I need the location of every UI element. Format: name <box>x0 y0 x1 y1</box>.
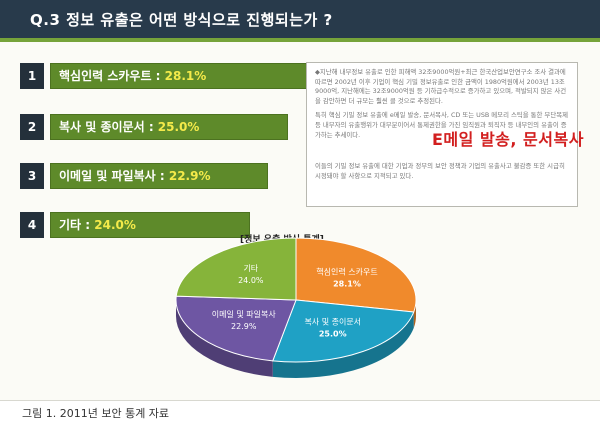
slice-email-file-side <box>176 300 273 377</box>
slice-other-label: 기타 <box>243 264 258 273</box>
item-number: 2 <box>20 114 44 140</box>
slide: Q.3 정보 유출은 어떤 방식으로 진행되는가 ? 1 핵심인력 스카우트 :… <box>0 0 600 401</box>
slice-copy-paper-value: 25.0% <box>319 329 347 338</box>
figure-caption: 그림 1. 2011년 보안 통계 자료 <box>22 407 170 420</box>
slice-other-value: 24.0% <box>238 276 264 285</box>
slice-copy-paper-label: 복사 및 종이문서 <box>304 316 361 326</box>
item-value: 25.0% <box>157 120 200 134</box>
item-label: 이메일 및 파일복사 : <box>59 169 169 183</box>
item-value: 24.0% <box>94 218 136 232</box>
slice-copy-paper <box>272 299 415 363</box>
title-bar: Q.3 정보 유출은 어떤 방식으로 진행되는가 ? <box>0 0 600 42</box>
slice-email-file-label: 이메일 및 파일복사 <box>212 309 277 319</box>
slice-email-file <box>175 295 297 362</box>
title-accent-line <box>0 38 600 42</box>
item-label: 기타 : <box>59 218 95 232</box>
slice-core-talent-value: 28.1% <box>333 279 361 288</box>
item-label: 복사 및 종이문서 : <box>59 120 158 134</box>
item-bar: 기타 : 24.0% <box>50 212 250 238</box>
item-bar: 이메일 및 파일복사 : 22.9% <box>50 163 268 189</box>
slice-core-talent-label: 핵심인력 스카우트 <box>316 266 377 276</box>
slice-copy-paper-side <box>272 312 414 378</box>
item-bar: 핵심인력 스카우트 : 28.1% <box>50 63 318 89</box>
slide-title: Q.3 정보 유출은 어떤 방식으로 진행되는가 ? <box>30 11 333 29</box>
item-number: 3 <box>20 163 44 189</box>
slice-core-talent <box>295 237 417 313</box>
slice-other <box>175 237 297 301</box>
item-label: 핵심인력 스카우트 : <box>59 69 165 83</box>
article-textbox: ◆지난해 내부정보 유출로 인한 피해액 32조9000억원+최근 한국산업보안… <box>306 62 578 207</box>
item-value: 28.1% <box>164 69 207 83</box>
item-value: 22.9% <box>168 169 211 183</box>
item-number: 4 <box>20 212 44 238</box>
article-paragraph: ◆지난해 내부정보 유출로 인한 피해액 32조9000억원+최근 한국산업보안… <box>315 68 567 105</box>
article-paragraph: 특히 핵심 기밀 정보 유출에 e메일 발송, 문서복사, CD 또는 USB … <box>315 111 568 139</box>
item-bar: 복사 및 종이문서 : 25.0% <box>50 114 288 140</box>
article-paragraph: 이들의 기밀 정보 유출에 대한 기업과 정부의 보안 정책과 기업의 유출사고… <box>315 162 565 180</box>
pie-chart: 핵심인력 스카우트 28.1% 복사 및 종이문서 25.0% 이메일 및 파일복사 22… <box>175 237 417 378</box>
slice-email-file-value: 22.9% <box>231 322 257 331</box>
item-number: 1 <box>20 63 44 89</box>
callout-text: E메일 발송, 문서복사 <box>432 130 584 149</box>
